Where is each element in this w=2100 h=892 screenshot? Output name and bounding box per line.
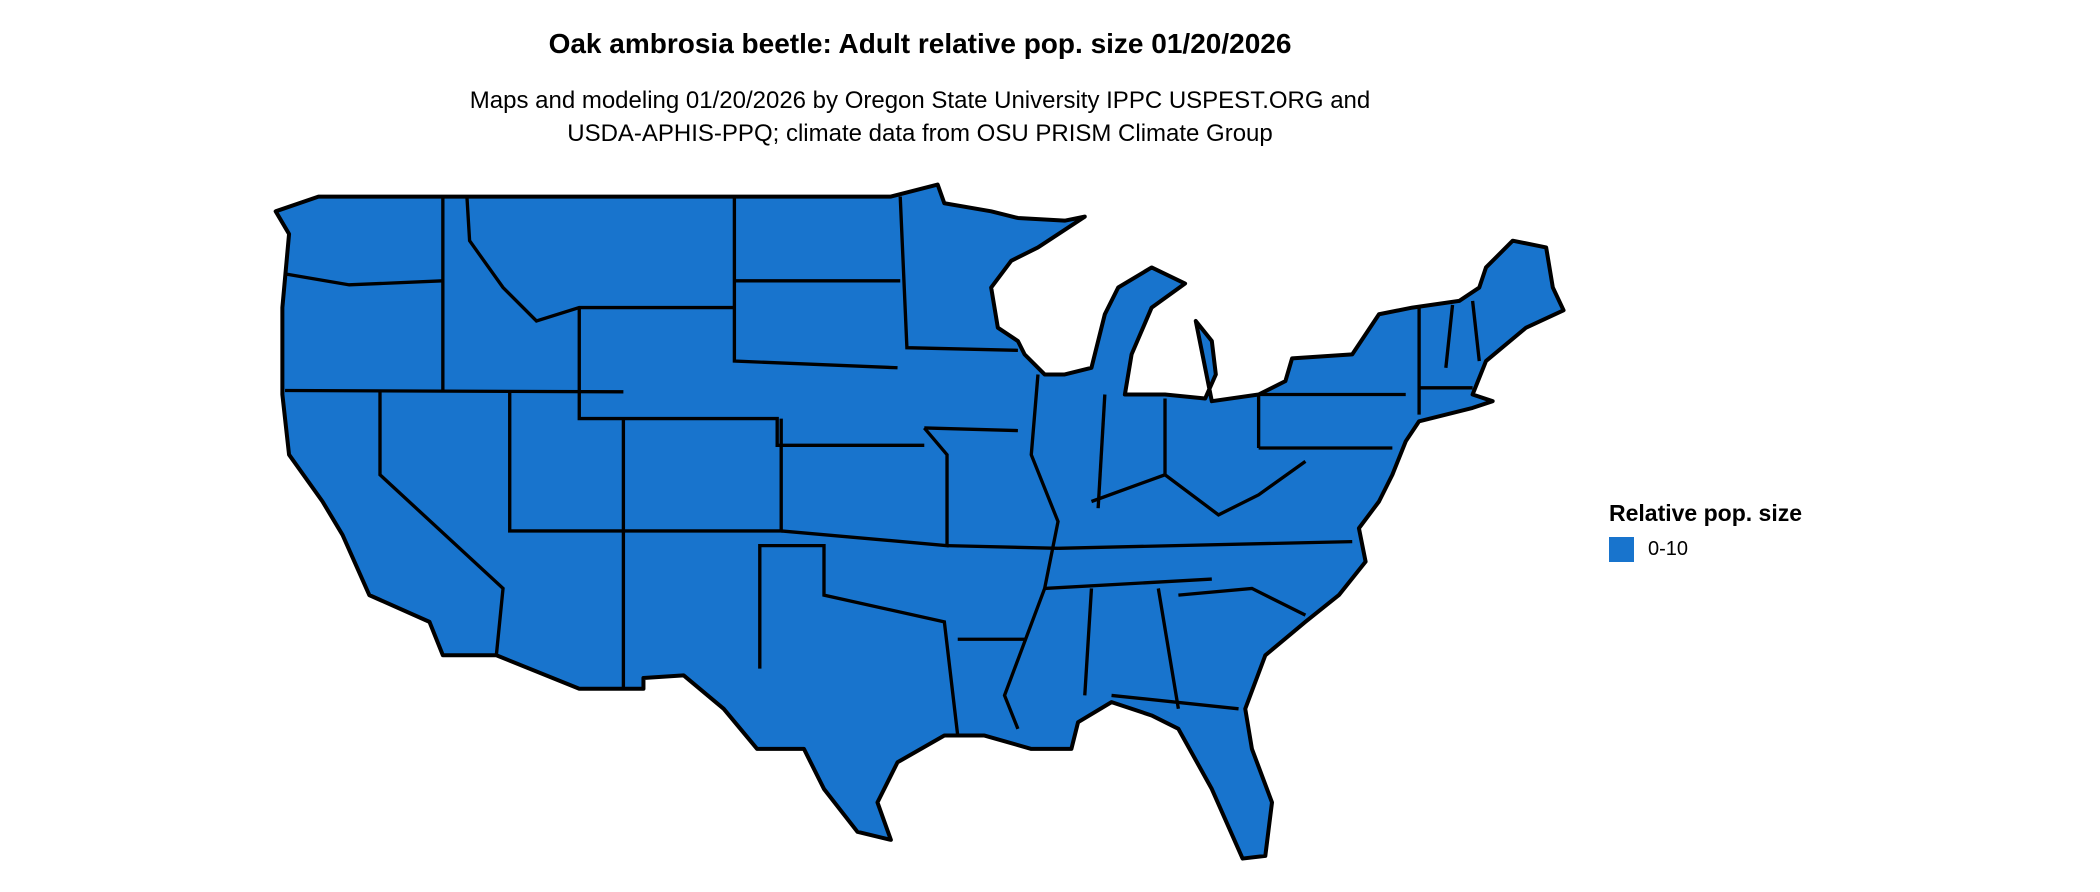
state-border bbox=[1470, 300, 1481, 362]
state-border bbox=[946, 543, 1059, 550]
us-outline bbox=[273, 182, 1566, 861]
map-subtitle: Maps and modeling 01/20/2026 by Oregon S… bbox=[0, 84, 1840, 150]
legend-title: Relative pop. size bbox=[1609, 500, 1803, 526]
state-borders bbox=[285, 196, 1481, 736]
state-border bbox=[1057, 539, 1353, 550]
state-border bbox=[286, 272, 443, 287]
state-border bbox=[1083, 588, 1094, 696]
legend: Relative pop. size 0-10 bbox=[1609, 500, 1802, 562]
state-border bbox=[577, 307, 925, 448]
subtitle-line-1: Maps and modeling 01/20/2026 by Oregon S… bbox=[469, 87, 1371, 114]
state-border bbox=[1111, 693, 1239, 711]
state-border bbox=[781, 426, 949, 548]
map-title: Oak ambrosia beetle: Adult relative pop.… bbox=[548, 28, 1292, 59]
state-border bbox=[1156, 588, 1181, 710]
state-border bbox=[1096, 394, 1107, 509]
subtitle-line-2: USDA-APHIS-PPQ; climate data from OSU PR… bbox=[567, 120, 1273, 147]
state-border bbox=[1178, 586, 1307, 617]
state-border bbox=[465, 196, 735, 323]
state-border bbox=[1444, 304, 1455, 368]
legend-swatch bbox=[1609, 537, 1634, 562]
state-border bbox=[378, 390, 505, 656]
state-border bbox=[1090, 460, 1307, 517]
legend-label: 0-10 bbox=[1648, 538, 1689, 560]
state-border bbox=[508, 391, 783, 533]
state-border bbox=[924, 426, 1018, 433]
state-border bbox=[758, 543, 960, 736]
state-border bbox=[732, 196, 898, 370]
state-border bbox=[1044, 577, 1212, 591]
legend-item: 0-10 bbox=[1609, 537, 1802, 562]
state-border bbox=[898, 196, 1018, 353]
state-border bbox=[285, 388, 624, 394]
